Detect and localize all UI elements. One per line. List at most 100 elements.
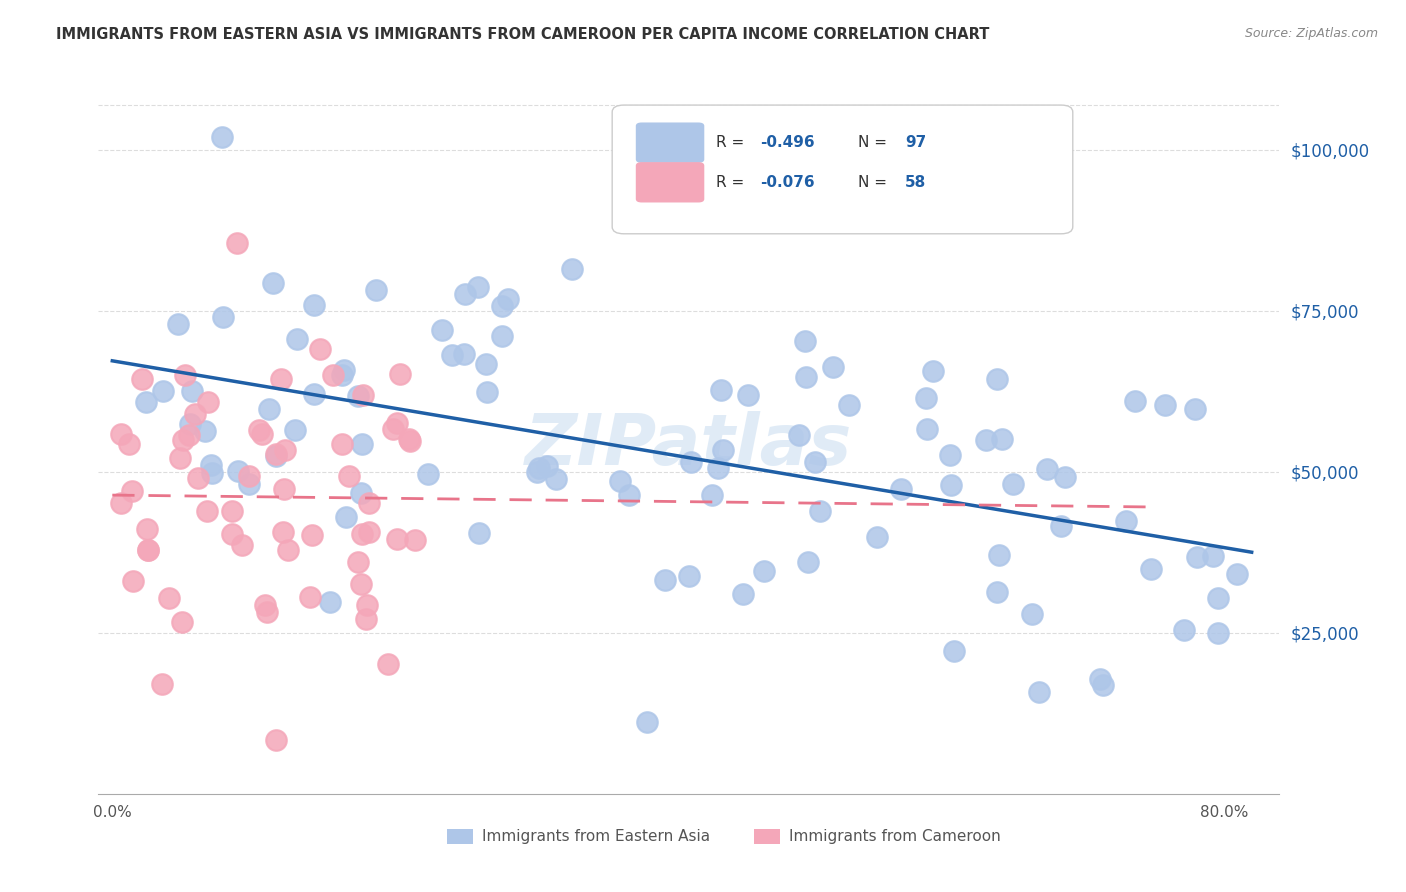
Point	[273, 524, 295, 539]
Point	[974, 433, 997, 447]
Point	[273, 482, 295, 496]
Point	[990, 432, 1012, 446]
Point	[284, 423, 307, 437]
Point	[264, 449, 287, 463]
Point	[152, 384, 174, 398]
Point	[939, 478, 962, 492]
Point	[636, 714, 658, 729]
Point	[136, 522, 159, 536]
Point	[238, 477, 260, 491]
Point	[270, 372, 292, 386]
Text: -0.076: -0.076	[759, 175, 814, 190]
Text: ZIPatlas: ZIPatlas	[526, 411, 852, 481]
Point	[180, 384, 202, 399]
Point	[654, 573, 676, 587]
Point	[430, 323, 453, 337]
Point	[915, 422, 938, 436]
Text: -0.496: -0.496	[759, 136, 814, 150]
Point	[221, 503, 243, 517]
Point	[356, 598, 378, 612]
Point	[491, 299, 513, 313]
Point	[366, 283, 388, 297]
Point	[526, 465, 548, 479]
Point	[301, 528, 323, 542]
Point	[385, 416, 408, 430]
Point	[453, 347, 475, 361]
Point	[536, 459, 558, 474]
Bar	[754, 829, 780, 844]
FancyBboxPatch shape	[636, 122, 704, 163]
Text: R =: R =	[716, 136, 749, 150]
Point	[1054, 470, 1077, 484]
Point	[1050, 519, 1073, 533]
Point	[184, 407, 207, 421]
Point	[467, 279, 489, 293]
Point	[441, 348, 464, 362]
Point	[357, 524, 380, 539]
Point	[1035, 461, 1057, 475]
Point	[121, 483, 143, 498]
Point	[194, 424, 217, 438]
Point	[169, 451, 191, 466]
Point	[496, 292, 519, 306]
Point	[797, 555, 820, 569]
Point	[914, 391, 936, 405]
Point	[167, 317, 190, 331]
Point	[388, 368, 411, 382]
Point	[752, 564, 775, 578]
Point	[179, 417, 201, 431]
Point	[187, 471, 209, 485]
Text: Source: ZipAtlas.com: Source: ZipAtlas.com	[1244, 27, 1378, 40]
Point	[1140, 562, 1163, 576]
Point	[399, 434, 422, 448]
Point	[172, 433, 194, 447]
Point	[285, 332, 308, 346]
Point	[1206, 591, 1229, 605]
Point	[172, 615, 194, 630]
Point	[475, 357, 498, 371]
Point	[264, 732, 287, 747]
Point	[404, 533, 426, 548]
Point	[347, 389, 370, 403]
Point	[986, 371, 1008, 385]
Point	[1028, 684, 1050, 698]
Point	[561, 262, 583, 277]
Point	[201, 466, 224, 480]
Text: 97: 97	[905, 136, 927, 150]
Point	[250, 426, 273, 441]
Point	[131, 372, 153, 386]
Point	[231, 538, 253, 552]
Point	[1021, 607, 1043, 621]
Point	[1206, 625, 1229, 640]
Point	[737, 388, 759, 402]
Point	[398, 432, 420, 446]
Bar	[447, 829, 472, 844]
Point	[122, 574, 145, 589]
Point	[157, 591, 180, 606]
Text: 58: 58	[905, 175, 927, 190]
Point	[986, 584, 1008, 599]
Point	[359, 496, 381, 510]
Point	[1184, 402, 1206, 417]
Point	[347, 555, 370, 569]
Point	[1185, 550, 1208, 565]
Point	[354, 611, 377, 625]
Point	[1088, 672, 1111, 686]
Point	[1153, 398, 1175, 412]
Point	[226, 235, 249, 250]
Point	[1226, 567, 1249, 582]
Point	[302, 387, 325, 401]
Point	[150, 677, 173, 691]
Point	[200, 458, 222, 472]
Point	[710, 383, 733, 397]
Text: N =: N =	[858, 136, 891, 150]
Point	[733, 587, 755, 601]
Point	[804, 455, 827, 469]
Point	[299, 591, 322, 605]
Point	[318, 595, 340, 609]
Point	[136, 542, 159, 557]
Point	[890, 482, 912, 496]
Point	[467, 525, 489, 540]
Point	[221, 526, 243, 541]
Point	[475, 384, 498, 399]
